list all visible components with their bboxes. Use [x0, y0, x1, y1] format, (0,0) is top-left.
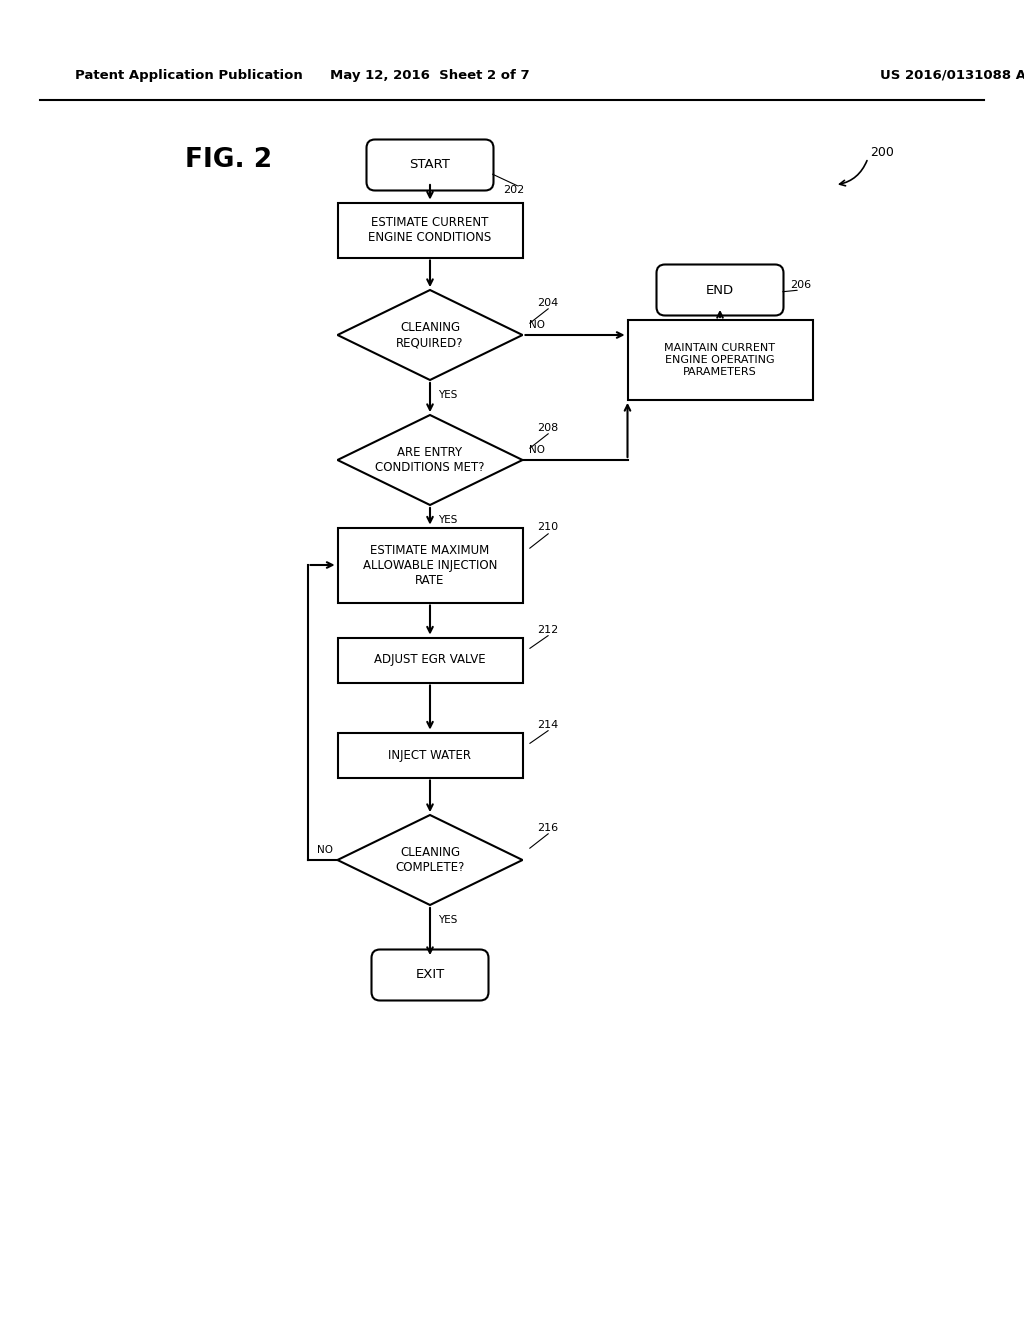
Text: Patent Application Publication: Patent Application Publication: [75, 69, 303, 82]
Text: 212: 212: [538, 624, 559, 635]
Text: 210: 210: [538, 521, 559, 532]
Text: EXIT: EXIT: [416, 969, 444, 982]
Bar: [338, 528, 522, 602]
Bar: [338, 638, 522, 682]
Text: NO: NO: [528, 445, 545, 455]
Text: FIG. 2: FIG. 2: [185, 147, 272, 173]
Polygon shape: [338, 414, 522, 506]
Text: 206: 206: [790, 280, 811, 290]
Text: 216: 216: [538, 822, 559, 833]
Text: 202: 202: [503, 185, 524, 195]
FancyBboxPatch shape: [372, 949, 488, 1001]
FancyBboxPatch shape: [656, 264, 783, 315]
Text: YES: YES: [438, 389, 458, 400]
Text: INJECT WATER: INJECT WATER: [388, 748, 471, 762]
Bar: [628, 319, 812, 400]
Text: NO: NO: [528, 319, 545, 330]
Text: 200: 200: [870, 145, 894, 158]
Bar: [338, 202, 522, 257]
Text: ESTIMATE MAXIMUM
ALLOWABLE INJECTION
RATE: ESTIMATE MAXIMUM ALLOWABLE INJECTION RAT…: [362, 544, 498, 586]
Text: ARE ENTRY
CONDITIONS MET?: ARE ENTRY CONDITIONS MET?: [375, 446, 484, 474]
Text: END: END: [706, 284, 734, 297]
Text: CLEANING
COMPLETE?: CLEANING COMPLETE?: [395, 846, 465, 874]
Text: US 2016/0131088 A1: US 2016/0131088 A1: [880, 69, 1024, 82]
Text: START: START: [410, 158, 451, 172]
Text: ESTIMATE CURRENT
ENGINE CONDITIONS: ESTIMATE CURRENT ENGINE CONDITIONS: [369, 216, 492, 244]
Text: YES: YES: [438, 515, 458, 525]
Text: NO: NO: [316, 845, 333, 855]
Text: 208: 208: [538, 422, 559, 433]
FancyBboxPatch shape: [367, 140, 494, 190]
Bar: [338, 733, 522, 777]
Text: YES: YES: [438, 915, 458, 925]
Polygon shape: [338, 290, 522, 380]
Text: CLEANING
REQUIRED?: CLEANING REQUIRED?: [396, 321, 464, 348]
Text: 214: 214: [538, 719, 559, 730]
Polygon shape: [338, 814, 522, 906]
Text: May 12, 2016  Sheet 2 of 7: May 12, 2016 Sheet 2 of 7: [330, 69, 529, 82]
Text: MAINTAIN CURRENT
ENGINE OPERATING
PARAMETERS: MAINTAIN CURRENT ENGINE OPERATING PARAME…: [665, 343, 775, 376]
Text: ADJUST EGR VALVE: ADJUST EGR VALVE: [374, 653, 485, 667]
Text: 204: 204: [538, 298, 559, 308]
